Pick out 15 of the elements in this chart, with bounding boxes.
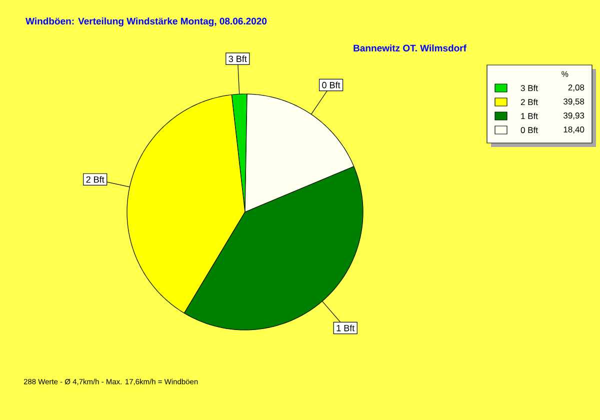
data-label: 18,40 xyxy=(564,126,584,134)
legend-title: % xyxy=(562,71,568,77)
data-label: 2,08 xyxy=(568,84,584,92)
legend-label: 2 Bft xyxy=(520,98,538,106)
chart-title: Windböen: Verteilung Windstärke Montag, 08.06.2020 xyxy=(26,18,267,26)
legend-label: 1 Bft xyxy=(521,112,538,120)
slice-label: 3 Bft xyxy=(228,55,247,62)
legend-label: 3 Bft xyxy=(520,84,538,92)
slice-label: 2 Bft xyxy=(86,176,104,183)
data-label: 39,58 xyxy=(564,98,584,106)
slice-label: 1 Bft xyxy=(336,324,355,332)
slice-label: 0 Bft xyxy=(322,82,340,88)
chart-subtitle: Bannewitz OT. Wilmsdorf xyxy=(354,44,467,52)
data-label: 39,93 xyxy=(564,112,584,120)
legend-label: 0 Bft xyxy=(520,126,538,134)
